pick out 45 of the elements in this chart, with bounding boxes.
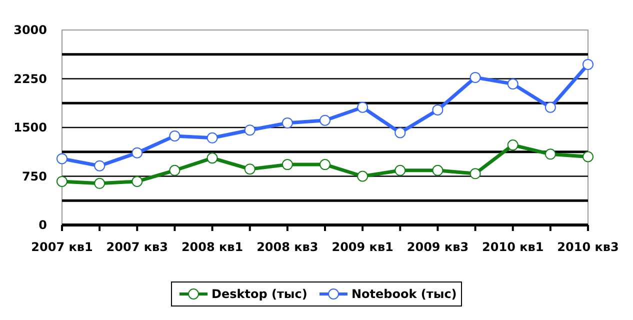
y-tick-label: 2250	[14, 72, 47, 86]
x-tick-label: 2008 кв1	[181, 240, 244, 254]
point	[394, 127, 406, 138]
point	[544, 148, 556, 160]
point	[282, 159, 293, 170]
point	[244, 124, 256, 136]
point	[470, 168, 481, 180]
point	[94, 160, 106, 172]
point	[320, 159, 330, 170]
point	[56, 153, 68, 164]
point	[582, 151, 594, 162]
point	[282, 117, 293, 128]
point	[206, 132, 218, 144]
point	[507, 78, 518, 90]
x-tick-label: 2008 кв3	[256, 240, 318, 254]
point	[470, 72, 481, 83]
point	[320, 114, 330, 126]
point	[432, 164, 444, 176]
point	[244, 164, 256, 175]
legend-label: Notebook (тыс)	[352, 287, 457, 302]
point	[132, 176, 143, 187]
y-tick-label: 1500	[14, 120, 47, 135]
legend-label: Desktop (тыс)	[212, 287, 308, 302]
point	[56, 176, 68, 187]
point	[544, 102, 556, 113]
point	[132, 147, 143, 158]
y-tick-label: 750	[22, 169, 47, 184]
x-tick-label: 2007 кв1	[31, 240, 93, 254]
x-tick-label: 2010 кв1	[482, 240, 544, 254]
point	[582, 58, 594, 70]
point	[357, 102, 368, 113]
point	[94, 178, 106, 189]
x-tick-label: 2007 кв3	[106, 240, 168, 254]
point	[206, 152, 218, 164]
point	[169, 130, 180, 142]
point	[432, 104, 444, 116]
point	[394, 164, 406, 176]
y-tick-label: 0	[38, 218, 47, 232]
y-tick-label: 3000	[14, 23, 47, 38]
x-tick-label: 2009 кв1	[332, 240, 394, 254]
x-tick-label: 2010 кв3	[557, 240, 619, 254]
x-tick-label: 2009 кв3	[406, 240, 469, 254]
point	[169, 164, 180, 176]
point	[357, 170, 368, 182]
point	[507, 140, 518, 151]
